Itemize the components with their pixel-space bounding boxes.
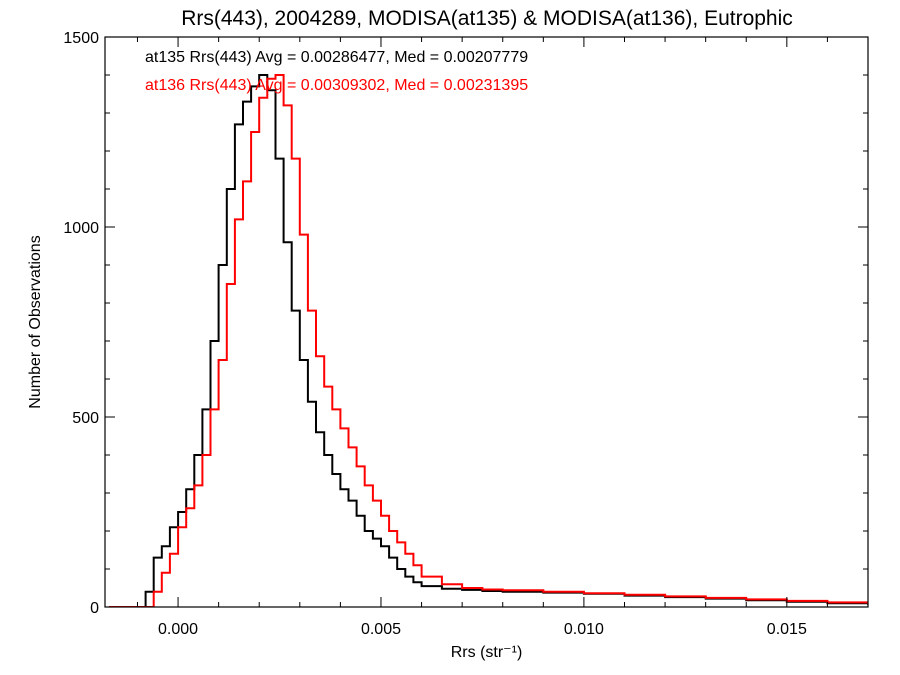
legend: at135 Rrs(443) Avg = 0.00286477, Med = 0… [145, 49, 528, 94]
x-tick-label: 0.015 [767, 621, 807, 638]
legend-entry-at135: at135 Rrs(443) Avg = 0.00286477, Med = 0… [145, 49, 528, 66]
plot-frame [104, 36, 869, 608]
y-axis-label: Number of Observations [27, 235, 44, 408]
x-axis: 0.000 0.005 0.010 0.015 [136, 37, 828, 638]
y-tick-label: 1000 [63, 220, 99, 237]
y-tick-label: 0 [90, 600, 99, 617]
y-axis: 0 500 1000 1500 [63, 30, 868, 617]
y-tick-label: 1500 [63, 30, 99, 47]
x-tick-label: 0.010 [564, 621, 604, 638]
plot-area [109, 74, 868, 607]
y-tick-label: 500 [72, 410, 99, 427]
legend-entry-at136: at136 Rrs(443) Avg = 0.00309302, Med = 0… [145, 77, 528, 94]
x-axis-label: Rrs (str⁻¹) [451, 644, 523, 661]
series-line-at136 [109, 74, 868, 607]
x-tick-label: 0.000 [158, 621, 198, 638]
series-line-at135 [109, 74, 868, 607]
chart-title: Rrs(443), 2004289, MODISA(at135) & MODIS… [181, 7, 793, 30]
x-tick-label: 0.005 [361, 621, 401, 638]
